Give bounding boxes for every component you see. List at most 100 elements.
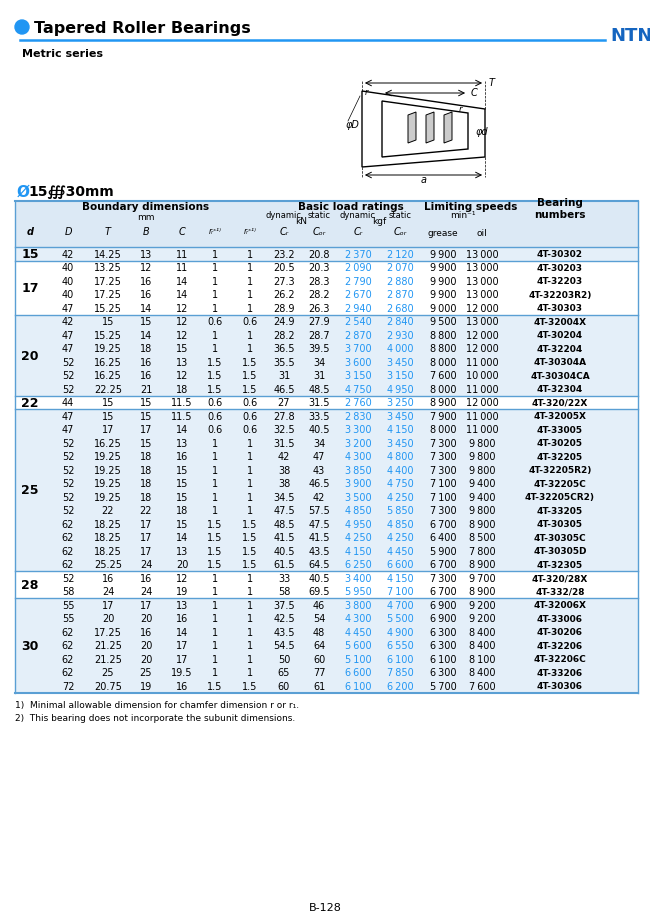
Text: 7 600: 7 600 [469, 681, 495, 691]
Text: 7 100: 7 100 [430, 493, 456, 502]
Text: 4 450: 4 450 [387, 546, 413, 556]
Text: 55: 55 [62, 614, 74, 624]
Text: 8 500: 8 500 [469, 533, 495, 542]
Text: 4T-30204: 4T-30204 [537, 331, 583, 340]
Text: 4 800: 4 800 [387, 452, 413, 461]
Text: 4T-30306: 4T-30306 [537, 682, 583, 690]
Text: 6 700: 6 700 [430, 560, 456, 570]
Bar [15, 202, 638, 248]
Text: 31: 31 [313, 371, 325, 380]
Text: Limiting speeds: Limiting speeds [424, 202, 517, 211]
Text: 5 500: 5 500 [387, 614, 413, 624]
Text: 40.5: 40.5 [273, 546, 294, 556]
Text: kgf: kgf [372, 217, 386, 226]
Text: 8 400: 8 400 [469, 641, 495, 651]
Text: 5 950: 5 950 [344, 586, 371, 596]
Text: 4 950: 4 950 [344, 519, 371, 529]
Text: 4T-30305C: 4T-30305C [534, 533, 586, 542]
Text: 42: 42 [313, 493, 325, 502]
Bar [15, 679, 638, 693]
Text: 42: 42 [62, 317, 74, 327]
Text: 1: 1 [212, 344, 218, 354]
Text: B: B [142, 227, 150, 237]
Text: 42: 42 [278, 452, 290, 461]
Bar [15, 612, 638, 625]
Text: 1: 1 [247, 289, 253, 300]
Text: 1: 1 [212, 641, 218, 651]
Text: 2 680: 2 680 [387, 303, 413, 313]
Text: 4T-32004X: 4T-32004X [534, 317, 586, 326]
Text: 15: 15 [102, 317, 114, 327]
Text: 4T-30206: 4T-30206 [537, 628, 583, 637]
Bar [15, 410, 638, 423]
Text: 3 300: 3 300 [344, 425, 371, 435]
Text: 16: 16 [140, 573, 152, 584]
Text: 3 450: 3 450 [387, 438, 413, 448]
Bar [15, 477, 638, 491]
Text: 40.5: 40.5 [308, 425, 330, 435]
Text: 1.5: 1.5 [207, 519, 223, 529]
Text: 20: 20 [176, 560, 188, 570]
Text: 6 900: 6 900 [430, 614, 456, 624]
Text: 34: 34 [313, 357, 325, 368]
Text: 6 200: 6 200 [387, 681, 413, 691]
Text: 17: 17 [140, 600, 152, 610]
Text: 1: 1 [212, 249, 218, 259]
Text: 12: 12 [176, 303, 188, 313]
Text: 1: 1 [247, 614, 253, 624]
Text: 3 700: 3 700 [344, 344, 371, 354]
Text: 54: 54 [313, 614, 325, 624]
Text: 1: 1 [212, 263, 218, 273]
Text: 47.5: 47.5 [273, 505, 295, 516]
Text: 4T-30304A: 4T-30304A [534, 357, 586, 367]
Text: 47.5: 47.5 [308, 519, 330, 529]
Text: 62: 62 [62, 519, 74, 529]
Text: 16: 16 [140, 289, 152, 300]
Text: 0.6: 0.6 [242, 398, 257, 408]
Text: 1: 1 [247, 573, 253, 584]
Polygon shape [426, 113, 434, 144]
Text: 18: 18 [176, 384, 188, 394]
Text: 1: 1 [247, 654, 253, 664]
Text: 6 100: 6 100 [430, 654, 456, 664]
Text: 2 670: 2 670 [344, 289, 371, 300]
Text: 3 200: 3 200 [344, 438, 371, 448]
Text: 6 600: 6 600 [387, 560, 413, 570]
Text: 7 850: 7 850 [387, 667, 413, 677]
Text: 8 400: 8 400 [469, 667, 495, 677]
Text: 8 800: 8 800 [430, 344, 456, 354]
Text: 3 450: 3 450 [387, 412, 413, 421]
Text: 1: 1 [212, 627, 218, 637]
Text: 12: 12 [176, 331, 188, 340]
Bar [15, 463, 638, 477]
Text: 14.25: 14.25 [94, 249, 122, 259]
Text: 52: 52 [62, 505, 74, 516]
Text: 4 150: 4 150 [387, 573, 413, 584]
Bar [15, 598, 638, 612]
Text: 7 100: 7 100 [387, 586, 413, 596]
Text: 1: 1 [212, 614, 218, 624]
Text: 1: 1 [247, 438, 253, 448]
Text: 17: 17 [140, 425, 152, 435]
Text: 15: 15 [176, 465, 188, 475]
Text: 4 750: 4 750 [344, 384, 371, 394]
Text: Ø: Ø [17, 185, 30, 199]
Text: 12: 12 [176, 371, 188, 380]
Text: 44: 44 [62, 398, 74, 408]
Text: 11.5: 11.5 [171, 398, 193, 408]
Text: 1: 1 [212, 438, 218, 448]
Text: 43.5: 43.5 [308, 546, 330, 556]
Text: C: C [471, 88, 478, 98]
Text: 7 300: 7 300 [430, 465, 456, 475]
Text: 4T-32206: 4T-32206 [537, 641, 583, 650]
Text: 27.3: 27.3 [273, 277, 295, 287]
Text: Cₒᵣ: Cₒᵣ [313, 227, 326, 237]
Text: 20: 20 [21, 349, 39, 362]
Text: φD: φD [346, 119, 360, 130]
Text: 9 900: 9 900 [430, 249, 456, 259]
Text: 14: 14 [176, 533, 188, 542]
Text: D: D [64, 227, 72, 237]
Text: 12 000: 12 000 [465, 344, 499, 354]
Text: 9 900: 9 900 [430, 289, 456, 300]
Text: 12 000: 12 000 [465, 303, 499, 313]
